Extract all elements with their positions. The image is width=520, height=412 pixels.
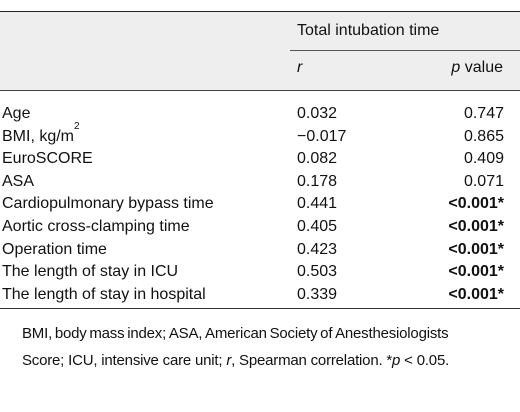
row-variable-text: ASA xyxy=(2,172,35,190)
row-p-value: <0.001* xyxy=(448,263,504,281)
row-p-value: 0.409 xyxy=(463,150,504,168)
row-r-value: 0.178 xyxy=(297,172,338,190)
row-r-value: 0.441 xyxy=(297,195,338,213)
table-header xyxy=(0,11,520,91)
row-variable: EuroSCORE xyxy=(2,148,93,171)
table-row: The length of stay in hospital 0.339 <0.00… xyxy=(0,284,520,307)
table-row: The length of stay in ICU 0.503 <0.001* xyxy=(0,261,520,284)
row-r-value: 0.032 xyxy=(297,105,338,122)
row-variable-text: The length of stay in hospital xyxy=(2,285,206,303)
p-value-label: value xyxy=(460,59,503,76)
row-r-value: 0.082 xyxy=(297,150,338,168)
row-variable: BMI, kg/m2 xyxy=(2,122,80,149)
header-divider xyxy=(290,50,520,51)
row-variable-text: Age xyxy=(2,105,31,122)
group-header: Total intubation time xyxy=(297,22,440,39)
row-r-value: 0.405 xyxy=(297,217,338,235)
row-r-value: 0.423 xyxy=(297,240,338,258)
row-p-value: <0.001* xyxy=(448,285,504,303)
footnote-p-symbol: p xyxy=(392,352,401,369)
p-symbol: p xyxy=(451,59,461,76)
table-row: Age 0.032 0.747 xyxy=(0,103,520,126)
row-variable-text: BMI, kg/m xyxy=(2,127,75,145)
row-variable-text: EuroSCORE xyxy=(2,150,93,168)
row-variable: The length of stay in ICU xyxy=(2,261,178,284)
footnote-text: Score; ICU, intensive care unit; xyxy=(22,352,227,369)
row-p-value: 0.071 xyxy=(463,172,504,190)
table-row: Operation time 0.423 <0.001* xyxy=(0,239,520,262)
row-r-value: 0.339 xyxy=(297,285,338,303)
table-footnote: BMI, body mass index; ASA, American Soci… xyxy=(22,320,516,374)
bottom-rule xyxy=(0,308,520,309)
row-p-value: 0.747 xyxy=(463,105,504,122)
row-p-value: <0.001* xyxy=(448,195,504,213)
footnote-line-1: BMI, body mass index; ASA, American Soci… xyxy=(22,325,449,342)
row-r-value: 0.503 xyxy=(297,263,338,281)
footnote-r-symbol: r xyxy=(226,352,232,369)
table-row: ASA 0.178 0.071 xyxy=(0,171,520,194)
table-body: Age 0.032 0.747 BMI, kg/m2 −0.017 0.865 EuroSC… xyxy=(0,103,520,306)
column-header-r: r xyxy=(297,59,303,76)
row-variable-text: Cardiopulmonary bypass time xyxy=(2,195,214,213)
row-p-value: 0.865 xyxy=(463,127,504,145)
footnote-line-2: Score; ICU, intensive care unit; r, Spea… xyxy=(22,347,516,374)
table-row: Cardiopulmonary bypass time 0.441 <0.001* xyxy=(0,193,520,216)
row-p-value: <0.001* xyxy=(448,240,504,258)
row-variable: ASA xyxy=(2,171,34,194)
table-row: Aortic cross-clamping time 0.405 <0.001* xyxy=(0,216,520,239)
table-row: EuroSCORE 0.082 0.409 xyxy=(0,148,520,171)
column-header-p-value: p value xyxy=(407,59,503,77)
row-variable: Age xyxy=(2,103,30,126)
row-variable: Operation time xyxy=(2,239,107,262)
row-variable-text: Aortic cross-clamping time xyxy=(2,217,190,235)
row-variable-superscript: 2 xyxy=(74,121,80,133)
row-r-value: −0.017 xyxy=(297,127,347,145)
table-row: BMI, kg/m2 −0.017 0.865 xyxy=(0,122,520,149)
row-variable: The length of stay in hospital xyxy=(2,284,206,307)
footnote-text: < 0.05. xyxy=(400,352,450,369)
row-variable: Cardiopulmonary bypass time xyxy=(2,193,214,216)
row-variable-text: Operation time xyxy=(2,240,107,258)
row-p-value: <0.001* xyxy=(448,217,504,235)
row-variable-text: The length of stay in ICU xyxy=(2,263,179,281)
footnote-text: , Spearman correlation. * xyxy=(231,352,393,369)
row-variable: Aortic cross-clamping time xyxy=(2,216,190,239)
